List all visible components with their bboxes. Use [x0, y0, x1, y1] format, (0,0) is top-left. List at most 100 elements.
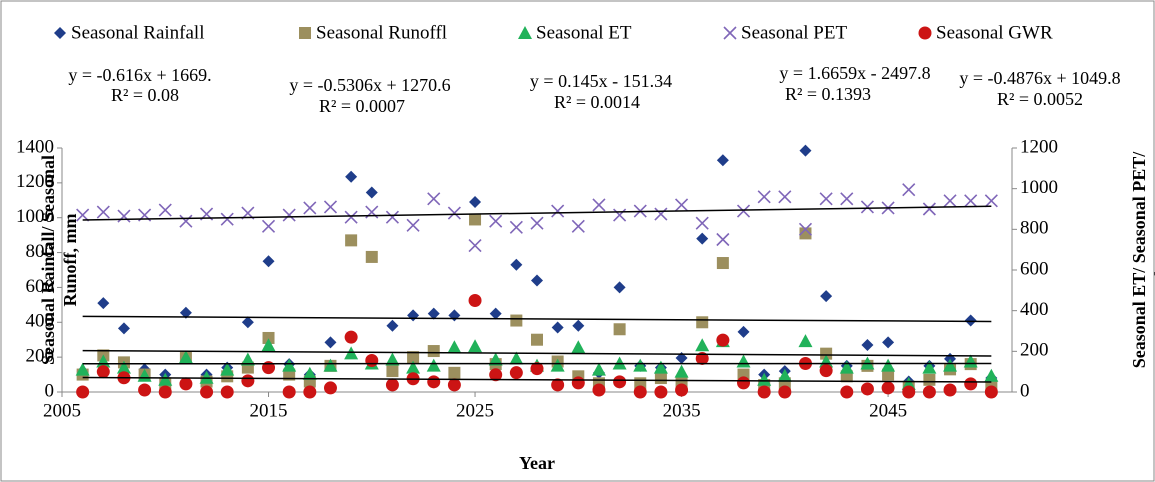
equation: y = 1.6659x - 2497.8 [779, 63, 930, 83]
point [716, 232, 730, 247]
y-tick-label: 400 [26, 311, 55, 332]
point [138, 383, 152, 397]
legend-label: Seasonal PET [741, 22, 847, 43]
point [469, 196, 482, 209]
point [345, 234, 358, 247]
point [922, 385, 936, 399]
point [489, 368, 503, 382]
point [964, 377, 978, 391]
point [448, 309, 461, 322]
point [696, 232, 709, 245]
point [696, 316, 709, 329]
r-squared: R² = 0.08 [111, 85, 179, 105]
equation: y = -0.5306x + 1270.6 [289, 75, 450, 95]
point [550, 358, 565, 372]
point [220, 362, 235, 376]
point [984, 385, 998, 399]
point [902, 385, 916, 399]
point [882, 336, 895, 349]
point [158, 203, 172, 217]
point [820, 347, 833, 360]
point [592, 383, 606, 397]
point [386, 365, 399, 378]
point [613, 323, 626, 336]
point [282, 208, 296, 222]
r-squared: R² = 0.0007 [319, 96, 405, 116]
point [489, 307, 502, 320]
point [96, 205, 110, 219]
y-tick-label: 0 [45, 380, 55, 401]
y2-axis-title: Seasonal ET/ Seasonal PET/ Seasonal GWR,… [1129, 151, 1155, 369]
legend-label: Seasonal GWR [936, 22, 1053, 43]
y-tick-label: 200 [26, 346, 55, 367]
point [654, 207, 668, 221]
point [427, 307, 440, 320]
point [158, 372, 173, 386]
point [509, 220, 523, 234]
y2-tick-label: 0 [1020, 380, 1030, 401]
point [799, 227, 812, 240]
y2-tick-label: 200 [1020, 340, 1049, 361]
trendline [82, 205, 992, 221]
point [97, 297, 110, 310]
point [633, 358, 648, 372]
point [282, 358, 297, 372]
point [551, 321, 564, 334]
point [220, 212, 234, 226]
r-squared: R² = 0.0052 [997, 89, 1083, 109]
point [447, 340, 462, 354]
point [385, 210, 400, 224]
y2-tick-label: 1200 [1020, 136, 1058, 157]
point [860, 200, 875, 214]
point [943, 358, 958, 372]
point [571, 219, 585, 233]
point [510, 314, 523, 327]
point [386, 319, 399, 332]
point [675, 352, 688, 365]
point [344, 210, 358, 224]
point [117, 322, 130, 335]
point [468, 339, 483, 353]
point [323, 200, 338, 214]
point [737, 376, 751, 390]
y-axis-title: Seasonal Rainfall/ Seasonal Runoff, mm [38, 154, 80, 366]
trendline [82, 349, 992, 357]
legend-marker [723, 26, 737, 40]
point [469, 213, 482, 226]
point [488, 352, 503, 366]
y2-tick-label: 400 [1020, 299, 1049, 320]
point [653, 360, 668, 374]
point [345, 170, 358, 183]
y2-tick-label: 800 [1020, 218, 1049, 239]
y-tick-label: 800 [26, 241, 55, 262]
point [303, 201, 317, 215]
point [572, 319, 585, 332]
point [819, 364, 833, 378]
point [530, 216, 544, 230]
point [179, 306, 192, 319]
y2-tick-label: 1000 [1020, 177, 1058, 198]
point [261, 338, 276, 352]
point [531, 333, 543, 346]
point [551, 378, 565, 392]
point [447, 206, 461, 220]
point [365, 186, 378, 199]
point [984, 368, 999, 382]
point [509, 366, 523, 380]
point [674, 364, 689, 378]
point [881, 381, 895, 395]
point [591, 362, 606, 376]
point [324, 336, 337, 349]
point [199, 370, 214, 384]
point [178, 350, 193, 364]
point [551, 204, 565, 218]
trendline [82, 315, 992, 323]
point [303, 385, 317, 399]
point [262, 255, 275, 268]
point [117, 209, 131, 223]
point [323, 381, 337, 395]
legend-marker [518, 26, 532, 39]
point [943, 383, 957, 397]
point [427, 192, 441, 206]
